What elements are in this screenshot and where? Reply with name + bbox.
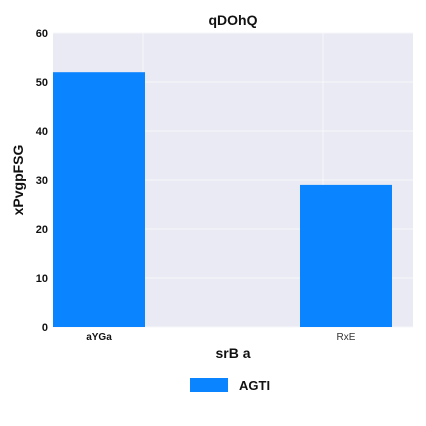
bars — [53, 72, 392, 327]
legend-swatch — [190, 378, 228, 392]
bar-aYGa — [53, 72, 145, 327]
y-tick-label: 60 — [36, 28, 48, 40]
x-axis-label: srB a — [215, 345, 250, 361]
y-tick-label: 20 — [36, 224, 48, 236]
y-tick-label: 30 — [36, 175, 48, 187]
y-tick-label: 0 — [42, 322, 48, 334]
legend-label: AGTI — [239, 378, 270, 393]
y-axis-ticks: 0 10 20 30 40 50 60 — [36, 28, 48, 334]
x-axis-ticks: aYGa RxE — [86, 332, 356, 343]
bar-RxE — [300, 184, 392, 327]
y-tick-label: 10 — [36, 273, 48, 285]
y-tick-label: 50 — [36, 77, 48, 89]
y-axis-label: xPvgpFSG — [10, 144, 26, 215]
chart-title: qDOhQ — [209, 12, 258, 28]
x-tick-label: RxE — [337, 332, 356, 343]
y-tick-label: 40 — [36, 126, 48, 138]
legend: AGTI — [190, 378, 270, 393]
x-tick-label: aYGa — [86, 332, 112, 343]
